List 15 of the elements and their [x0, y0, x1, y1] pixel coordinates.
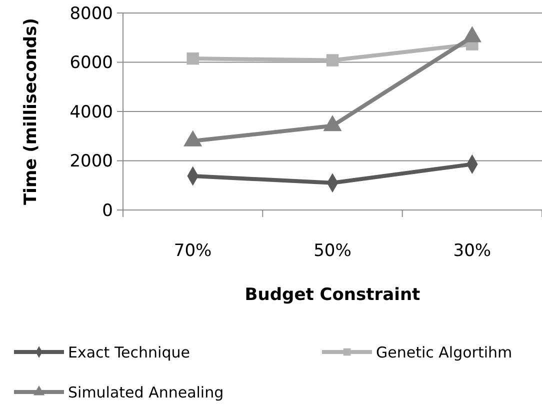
y-tick-label: 6000	[70, 53, 113, 74]
point	[186, 52, 199, 65]
y-axis-title: Time (milliseconds)	[21, 18, 41, 205]
legend-label: Exact Technique	[68, 343, 190, 362]
y-tick-label: 4000	[70, 102, 113, 122]
point	[326, 54, 339, 66]
y-tick-label: 8000	[70, 4, 113, 24]
x-tick-label: 30%	[453, 241, 492, 261]
x-axis-title: Budget Constraint	[244, 285, 420, 305]
legend-label: Genetic Algortihm	[376, 343, 512, 362]
x-tick-label: 50%	[314, 241, 352, 261]
y-tick-label: 2000	[70, 152, 113, 172]
legend-label: Simulated Annealing	[68, 383, 224, 402]
y-tick-label: 0	[102, 200, 113, 221]
x-tick-label: 70%	[174, 241, 212, 261]
